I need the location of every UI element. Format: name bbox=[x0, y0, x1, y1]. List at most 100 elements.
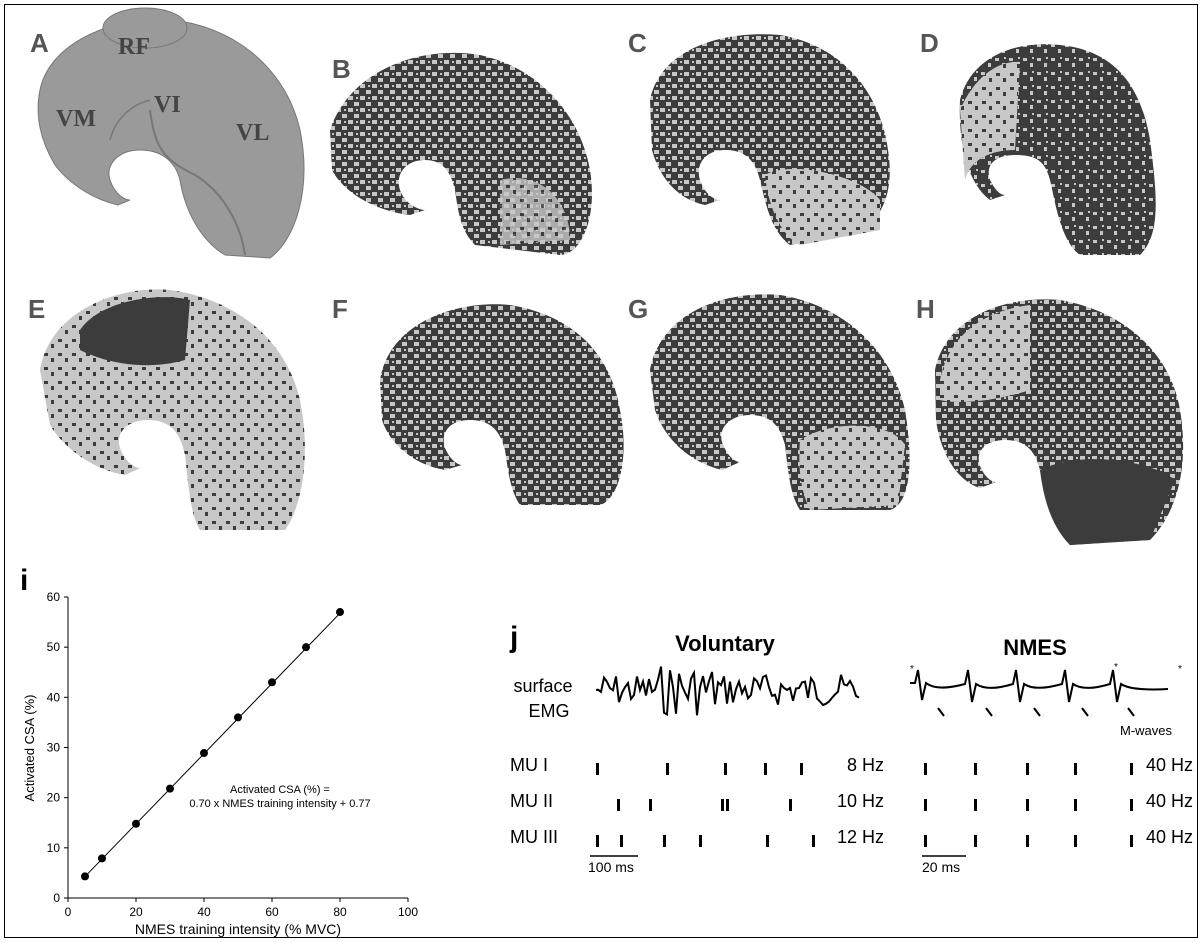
spike-mark bbox=[924, 799, 927, 811]
panel-label-B: B bbox=[332, 54, 351, 84]
panel-label-j: j bbox=[509, 621, 518, 654]
x-tick-label: 100 bbox=[398, 905, 418, 919]
spike-mark bbox=[666, 763, 669, 775]
spike-mark bbox=[620, 835, 623, 847]
svg-text:*: * bbox=[1178, 664, 1182, 675]
spike-mark bbox=[1130, 763, 1133, 775]
data-point bbox=[336, 608, 344, 617]
muscle-label-VL: VL bbox=[236, 120, 269, 146]
svg-text:*: * bbox=[910, 664, 914, 675]
y-tick-label: 50 bbox=[47, 640, 61, 654]
spike-mark bbox=[1130, 799, 1133, 811]
spike-mark bbox=[764, 763, 767, 775]
y-tick-label: 60 bbox=[47, 590, 61, 604]
panel-F: F bbox=[332, 294, 624, 505]
spike-mark bbox=[699, 835, 702, 847]
activation-map-F bbox=[380, 304, 624, 505]
scale-bar-voluntary-label: 100 ms bbox=[588, 859, 634, 875]
panel-C: C bbox=[628, 28, 890, 246]
y-tick-label: 10 bbox=[47, 841, 61, 855]
equation-line-1: Activated CSA (%) = bbox=[230, 784, 330, 796]
data-point bbox=[132, 819, 140, 828]
spike-mark bbox=[974, 799, 977, 811]
mwaves-label: M-waves bbox=[1120, 723, 1173, 738]
spike-mark bbox=[924, 835, 927, 847]
y-tick-label: 30 bbox=[47, 741, 61, 755]
panel-j: j Voluntary NMES surface EMG * * * M-waves… bbox=[509, 621, 1193, 875]
panel-i: i 0 20 40 60 80 100 0 10 20 30 40 50 60 Activated CS… bbox=[20, 564, 418, 937]
mu-vol-rate: 8 Hz bbox=[847, 755, 884, 775]
data-point bbox=[200, 749, 208, 758]
spike-mark bbox=[663, 835, 666, 847]
panel-label-E: E bbox=[28, 294, 45, 324]
mu-vol-rate: 12 Hz bbox=[837, 827, 884, 847]
spike-mark bbox=[596, 763, 599, 775]
mu-row-name: MU I bbox=[510, 755, 548, 775]
panel-label-F: F bbox=[332, 294, 348, 324]
nmes-title: NMES bbox=[1003, 635, 1067, 660]
voluntary-emg-trace bbox=[595, 666, 860, 717]
panel-label-D: D bbox=[920, 28, 939, 58]
x-tick-label: 80 bbox=[333, 905, 347, 919]
x-axis-label: NMES training intensity (% MVC) bbox=[135, 921, 341, 937]
muscle-label-VM: VM bbox=[56, 106, 96, 132]
mu-row-1: MU I 8 Hz 40 Hz bbox=[510, 755, 1193, 775]
spike-mark bbox=[1130, 835, 1133, 847]
mu-row-2: MU II 10 Hz 40 Hz bbox=[510, 791, 1193, 811]
data-point bbox=[234, 713, 242, 722]
data-point bbox=[166, 784, 174, 793]
spike-mark bbox=[789, 799, 792, 811]
spike-mark bbox=[617, 799, 620, 811]
panel-B: B bbox=[330, 52, 592, 255]
emg-label-line1: surface bbox=[513, 676, 572, 696]
spike-mark bbox=[596, 835, 599, 847]
panel-label-G: G bbox=[628, 294, 648, 324]
spike-mark bbox=[726, 799, 729, 811]
muscle-label-RF: RF bbox=[118, 34, 150, 60]
spike-mark bbox=[924, 763, 927, 775]
mu-nmes-rate: 40 Hz bbox=[1146, 755, 1193, 775]
thigh-cross-section-A bbox=[37, 18, 305, 259]
data-point bbox=[81, 872, 89, 881]
mwave-arrows bbox=[937, 707, 1135, 717]
spike-mark bbox=[974, 763, 977, 775]
spike-mark bbox=[1026, 763, 1029, 775]
voluntary-title: Voluntary bbox=[675, 631, 776, 656]
x-tick-label: 20 bbox=[129, 905, 143, 919]
panel-label-i: i bbox=[20, 564, 28, 597]
mu-nmes-rate: 40 Hz bbox=[1146, 827, 1193, 847]
muscle-label-VI: VI bbox=[154, 92, 181, 118]
x-tick-label: 40 bbox=[197, 905, 211, 919]
panel-label-C: C bbox=[628, 28, 647, 58]
data-point bbox=[98, 854, 106, 863]
data-points bbox=[81, 608, 344, 881]
panel-H: H bbox=[916, 294, 1184, 545]
spike-mark bbox=[1074, 799, 1077, 811]
spike-mark bbox=[800, 763, 803, 775]
mu-row-3: MU III 12 Hz 40 Hz bbox=[510, 827, 1193, 847]
panel-D: D bbox=[920, 28, 1156, 256]
panel-G: G bbox=[628, 294, 910, 510]
spike-mark bbox=[1074, 835, 1077, 847]
y-tick-label: 0 bbox=[53, 891, 60, 905]
mu-nmes-rate: 40 Hz bbox=[1146, 791, 1193, 811]
x-tick-label: 0 bbox=[65, 905, 72, 919]
spike-mark bbox=[1026, 835, 1029, 847]
nmes-emg-trace bbox=[910, 669, 1169, 703]
panel-label-A: A bbox=[30, 28, 49, 58]
svg-text:*: * bbox=[1114, 662, 1118, 673]
panel-E: E bbox=[28, 289, 305, 530]
y-tick-label: 40 bbox=[47, 690, 61, 704]
figure-frame bbox=[4, 4, 1198, 938]
spike-rasters bbox=[596, 763, 1133, 847]
regression-line bbox=[84, 612, 341, 877]
spike-mark bbox=[1074, 763, 1077, 775]
spike-mark bbox=[721, 799, 724, 811]
scale-bar-nmes-label: 20 ms bbox=[922, 859, 960, 875]
stimulus-markers: * * * bbox=[910, 662, 1182, 675]
spike-mark bbox=[974, 835, 977, 847]
y-axis-label: Activated CSA (%) bbox=[22, 695, 37, 802]
panel-A: A RF VM VI VL bbox=[30, 7, 305, 259]
x-tick-label: 60 bbox=[265, 905, 279, 919]
